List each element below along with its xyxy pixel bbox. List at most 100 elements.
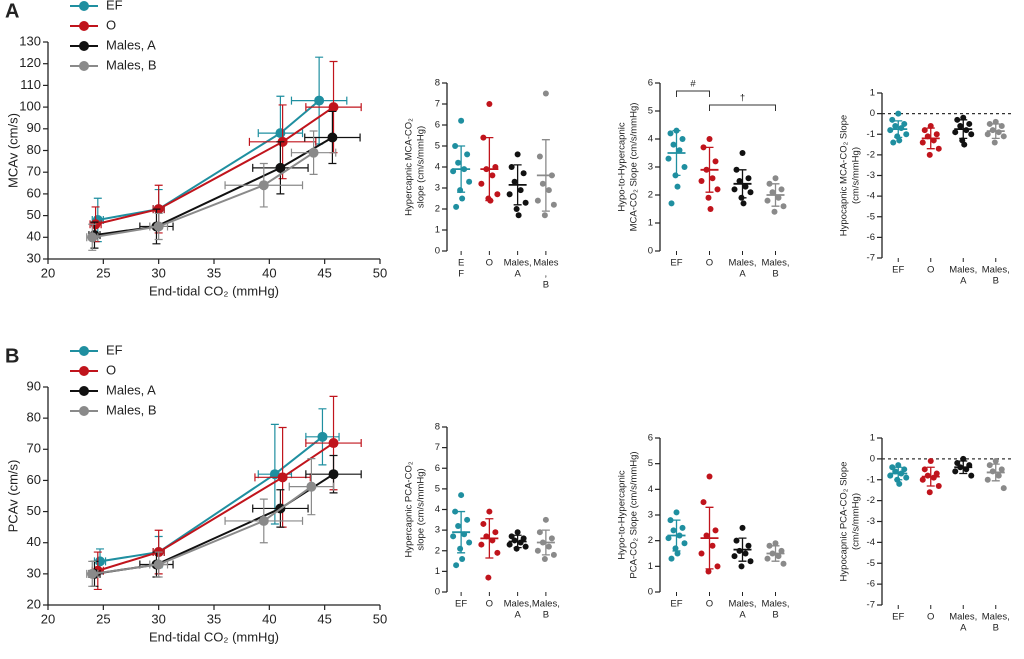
- y-tick-label: 20: [27, 596, 41, 611]
- dot: [992, 457, 999, 464]
- x-tick-label: A: [739, 269, 746, 280]
- legend-label: O: [106, 362, 116, 377]
- point: [317, 431, 328, 442]
- dot: [676, 147, 683, 154]
- dot: [898, 125, 905, 132]
- legend-marker: [79, 21, 89, 31]
- dot: [903, 131, 910, 138]
- group: [665, 509, 688, 562]
- dot: [514, 529, 521, 536]
- y-axis-label: Hypocapnic MCA-CO₂ Slope: [839, 115, 850, 236]
- legend-label: Males, B: [106, 402, 157, 417]
- dot: [514, 151, 521, 158]
- y-axis-label: Hypercapnic PCA-CO₂: [404, 461, 415, 557]
- x-tick-label: A: [514, 269, 521, 280]
- dot: [452, 143, 459, 149]
- dot: [957, 123, 964, 129]
- dot: [459, 195, 466, 202]
- x-tick-label: Males,: [504, 258, 532, 269]
- x-tick-label: 45: [317, 265, 331, 280]
- dot: [926, 151, 933, 158]
- dot: [984, 476, 991, 483]
- dot: [954, 116, 961, 123]
- dot: [769, 189, 776, 196]
- y-tick-label: 3: [648, 510, 653, 521]
- x-tick-label: O: [486, 258, 493, 269]
- x-tick-label: Males,: [504, 599, 532, 610]
- dot: [709, 542, 716, 549]
- legend-label: O: [106, 17, 116, 32]
- dot: [712, 158, 719, 165]
- dot: [903, 474, 910, 481]
- dot: [458, 117, 465, 124]
- legend-marker: [79, 1, 89, 11]
- y-axis-label: slope (cm/s/mmHg): [416, 126, 427, 208]
- group: [506, 529, 529, 552]
- group: [534, 516, 557, 562]
- dot: [952, 129, 959, 136]
- dot: [764, 555, 771, 562]
- point: [275, 162, 286, 173]
- y-tick-label: 5: [648, 106, 653, 117]
- y-tick-label: 8: [435, 422, 440, 433]
- legend-label: EF: [106, 342, 123, 357]
- dot: [747, 189, 754, 196]
- y-tick-label: 1: [648, 561, 653, 572]
- dot: [968, 472, 975, 479]
- dot: [478, 541, 485, 548]
- x-tick-label: Males,: [949, 612, 977, 623]
- x-tick-label: 40: [262, 611, 276, 626]
- dot: [780, 203, 787, 210]
- dot: [506, 191, 513, 198]
- dot: [742, 183, 749, 190]
- x-tick-label: Males,: [729, 599, 757, 610]
- dot: [747, 558, 754, 565]
- y-tick-label: 1: [870, 433, 875, 444]
- dot: [961, 141, 968, 148]
- y-tick-label: 60: [27, 472, 41, 487]
- dot: [924, 472, 931, 479]
- dot: [486, 101, 493, 107]
- dot: [700, 144, 707, 151]
- dot: [896, 137, 903, 144]
- dot: [968, 131, 975, 138]
- point: [153, 221, 164, 232]
- dot: [478, 180, 485, 187]
- panel-label: A: [5, 0, 19, 22]
- significance-bracket: [709, 104, 776, 111]
- dot: [517, 187, 524, 194]
- series-line: [92, 485, 312, 575]
- point: [327, 132, 338, 143]
- dot: [674, 550, 681, 557]
- legend-label: Males, A: [106, 382, 156, 397]
- y-tick-label: -4: [867, 537, 875, 548]
- y-tick-label: -2: [867, 495, 875, 506]
- x-tick-label: Males,: [729, 258, 757, 269]
- legend-marker: [79, 386, 89, 396]
- dot: [780, 560, 787, 567]
- dot: [674, 183, 681, 190]
- y-tick-label: -5: [867, 211, 875, 222]
- y-tick-label: -6: [867, 232, 875, 243]
- dot: [520, 535, 527, 542]
- dot: [457, 545, 464, 552]
- y-tick-label: 70: [27, 164, 41, 179]
- y-tick-label: 80: [27, 410, 41, 425]
- group: [478, 508, 501, 581]
- dot: [733, 166, 740, 173]
- group: [506, 151, 529, 219]
- dot: [766, 542, 773, 549]
- y-tick-label: 8: [435, 78, 440, 89]
- series-line: [97, 99, 320, 221]
- dot: [896, 480, 903, 487]
- x-tick-label: EF: [670, 258, 682, 269]
- dot: [453, 562, 460, 569]
- dot: [453, 203, 460, 210]
- y-axis-label: PCAv (cm/s): [5, 460, 20, 533]
- dot: [778, 186, 785, 193]
- series-line: [95, 106, 335, 226]
- dot: [954, 460, 961, 467]
- y-tick-label: 80: [27, 142, 41, 157]
- dot: [494, 191, 501, 198]
- dot: [679, 136, 686, 142]
